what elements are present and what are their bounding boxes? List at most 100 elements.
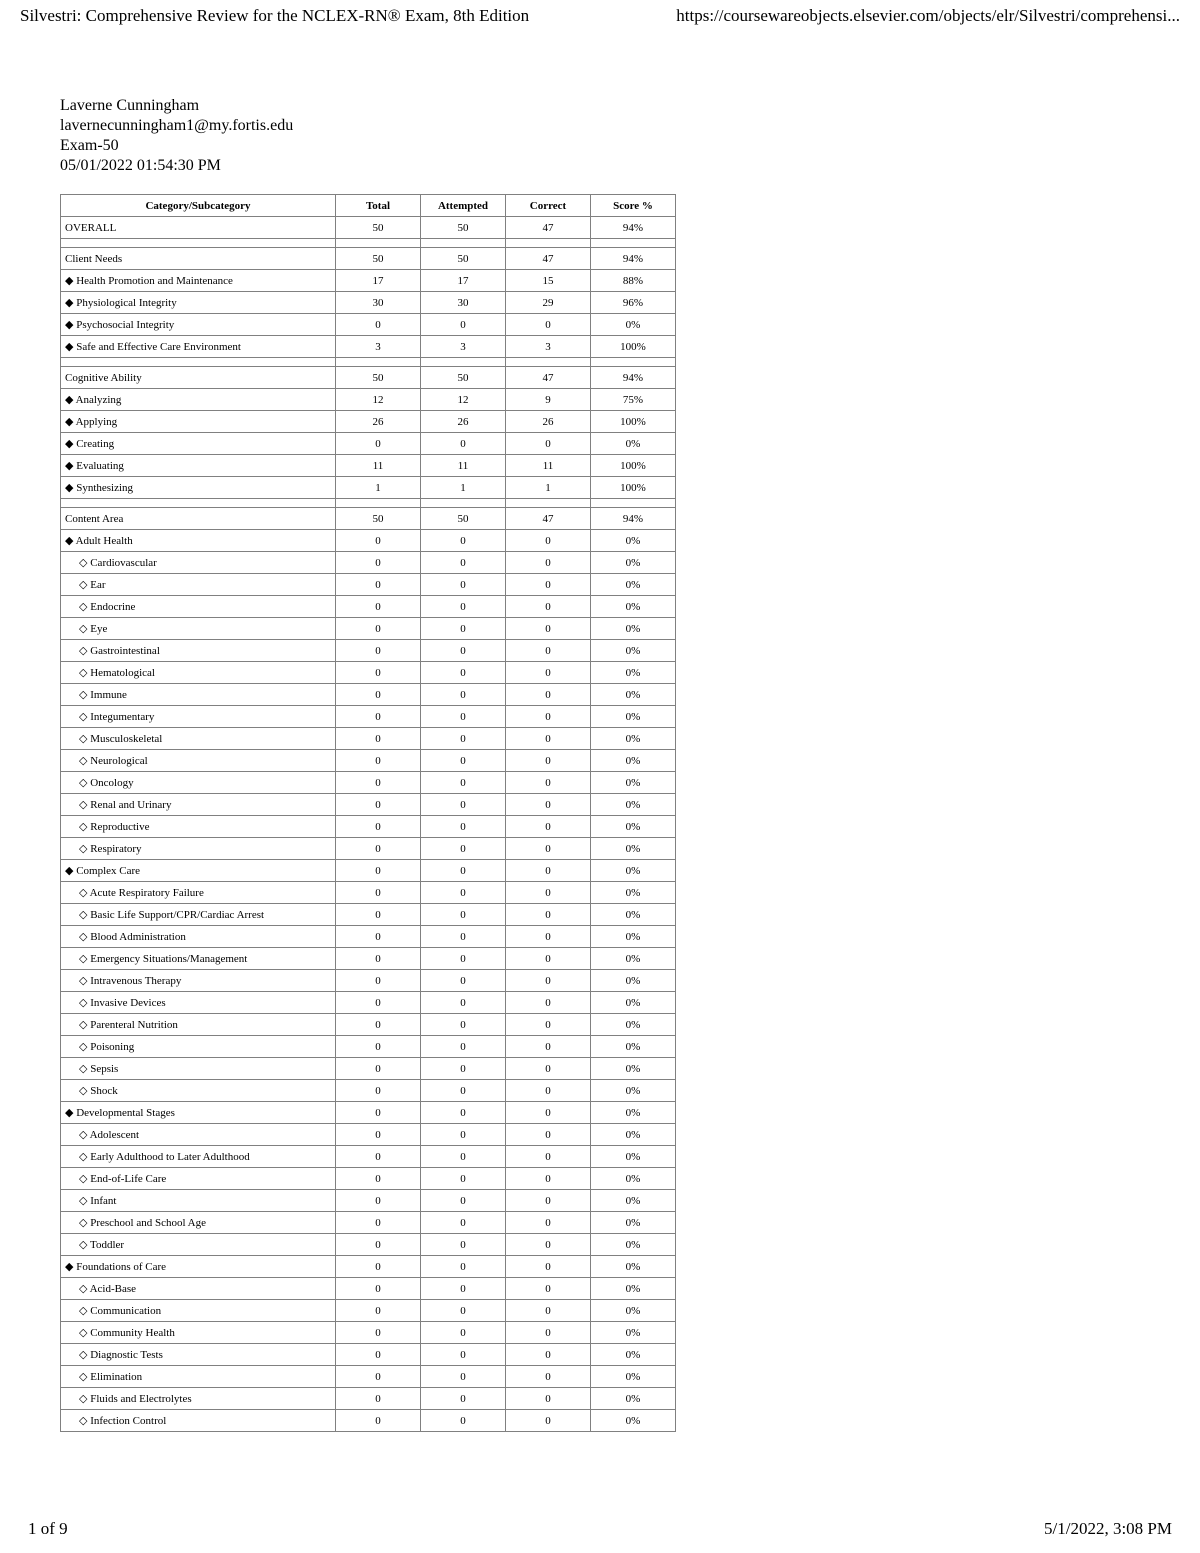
attempted-cell: 0 [421,662,506,684]
total-cell: 0 [336,1410,421,1432]
attempted-cell: 0 [421,970,506,992]
table-row: Evaluating111111100% [61,455,676,477]
correct-cell: 15 [506,270,591,292]
table-row: Complex Care0000% [61,860,676,882]
table-row: Adolescent0000% [61,1124,676,1146]
table-row: Client Needs50504794% [61,248,676,270]
score-cell: 0% [591,433,676,455]
correct-cell: 0 [506,860,591,882]
correct-cell: 0 [506,1366,591,1388]
total-cell: 0 [336,314,421,336]
table-row: Emergency Situations/Management0000% [61,948,676,970]
attempted-cell: 0 [421,882,506,904]
attempted-cell: 0 [421,574,506,596]
score-cell: 100% [591,336,676,358]
correct-cell: 0 [506,433,591,455]
user-name: Laverne Cunningham [60,96,1200,116]
category-cell: Developmental Stages [61,1102,336,1124]
total-cell: 17 [336,270,421,292]
score-cell: 94% [591,367,676,389]
exam-id: Exam-50 [60,136,1200,156]
attempted-cell: 0 [421,1212,506,1234]
correct-cell: 0 [506,794,591,816]
category-cell: Elimination [61,1366,336,1388]
table-row: Sepsis0000% [61,1058,676,1080]
attempted-cell: 0 [421,433,506,455]
print-header: Silvestri: Comprehensive Review for the … [0,0,1200,26]
score-cell: 0% [591,794,676,816]
col-attempted: Attempted [421,195,506,217]
total-cell: 11 [336,455,421,477]
spacer-cell [591,239,676,248]
table-row: Infection Control0000% [61,1410,676,1432]
spacer-cell [61,499,336,508]
score-cell: 0% [591,1036,676,1058]
category-cell: Infection Control [61,1410,336,1432]
table-row: Acid-Base0000% [61,1278,676,1300]
score-cell: 0% [591,1168,676,1190]
category-cell: Cardiovascular [61,552,336,574]
attempted-cell: 0 [421,926,506,948]
attempted-cell: 0 [421,706,506,728]
score-cell: 0% [591,904,676,926]
table-row: Elimination0000% [61,1366,676,1388]
table-row: Invasive Devices0000% [61,992,676,1014]
total-cell: 0 [336,794,421,816]
spacer-cell [506,499,591,508]
table-row: Fluids and Electrolytes0000% [61,1388,676,1410]
attempted-cell: 1 [421,477,506,499]
table-row: Blood Administration0000% [61,926,676,948]
attempted-cell: 0 [421,860,506,882]
correct-cell: 0 [506,1124,591,1146]
category-cell: Musculoskeletal [61,728,336,750]
score-cell: 0% [591,1366,676,1388]
correct-cell: 0 [506,750,591,772]
correct-cell: 11 [506,455,591,477]
table-row: Gastrointestinal0000% [61,640,676,662]
category-cell: Hematological [61,662,336,684]
category-cell: Renal and Urinary [61,794,336,816]
correct-cell: 0 [506,1190,591,1212]
spacer-cell [506,358,591,367]
attempted-cell: 0 [421,948,506,970]
table-row: Oncology0000% [61,772,676,794]
category-cell: Diagnostic Tests [61,1344,336,1366]
spacer-cell [421,239,506,248]
spacer-cell [336,499,421,508]
category-cell: Acid-Base [61,1278,336,1300]
score-cell: 100% [591,455,676,477]
attempted-cell: 0 [421,794,506,816]
category-cell: Health Promotion and Maintenance [61,270,336,292]
table-row: Adult Health0000% [61,530,676,552]
category-cell: Invasive Devices [61,992,336,1014]
print-timestamp: 5/1/2022, 3:08 PM [1044,1519,1172,1539]
category-cell: Psychosocial Integrity [61,314,336,336]
total-cell: 0 [336,530,421,552]
category-cell: Safe and Effective Care Environment [61,336,336,358]
score-cell: 0% [591,530,676,552]
correct-cell: 0 [506,1322,591,1344]
total-cell: 0 [336,1322,421,1344]
total-cell: 0 [336,1080,421,1102]
correct-cell: 0 [506,838,591,860]
attempted-cell: 50 [421,248,506,270]
score-cell: 94% [591,248,676,270]
attempted-cell: 0 [421,728,506,750]
table-row: Content Area50504794% [61,508,676,530]
attempted-cell: 0 [421,816,506,838]
total-cell: 1 [336,477,421,499]
spacer-cell [591,499,676,508]
total-cell: 0 [336,1190,421,1212]
category-cell: Gastrointestinal [61,640,336,662]
attempted-cell: 0 [421,640,506,662]
table-row: Musculoskeletal0000% [61,728,676,750]
attempted-cell: 0 [421,1410,506,1432]
correct-cell: 0 [506,1300,591,1322]
correct-cell: 0 [506,706,591,728]
spacer-cell [591,358,676,367]
table-row: Preschool and School Age0000% [61,1212,676,1234]
correct-cell: 0 [506,1344,591,1366]
attempted-cell: 0 [421,1190,506,1212]
correct-cell: 0 [506,1278,591,1300]
total-cell: 0 [336,618,421,640]
